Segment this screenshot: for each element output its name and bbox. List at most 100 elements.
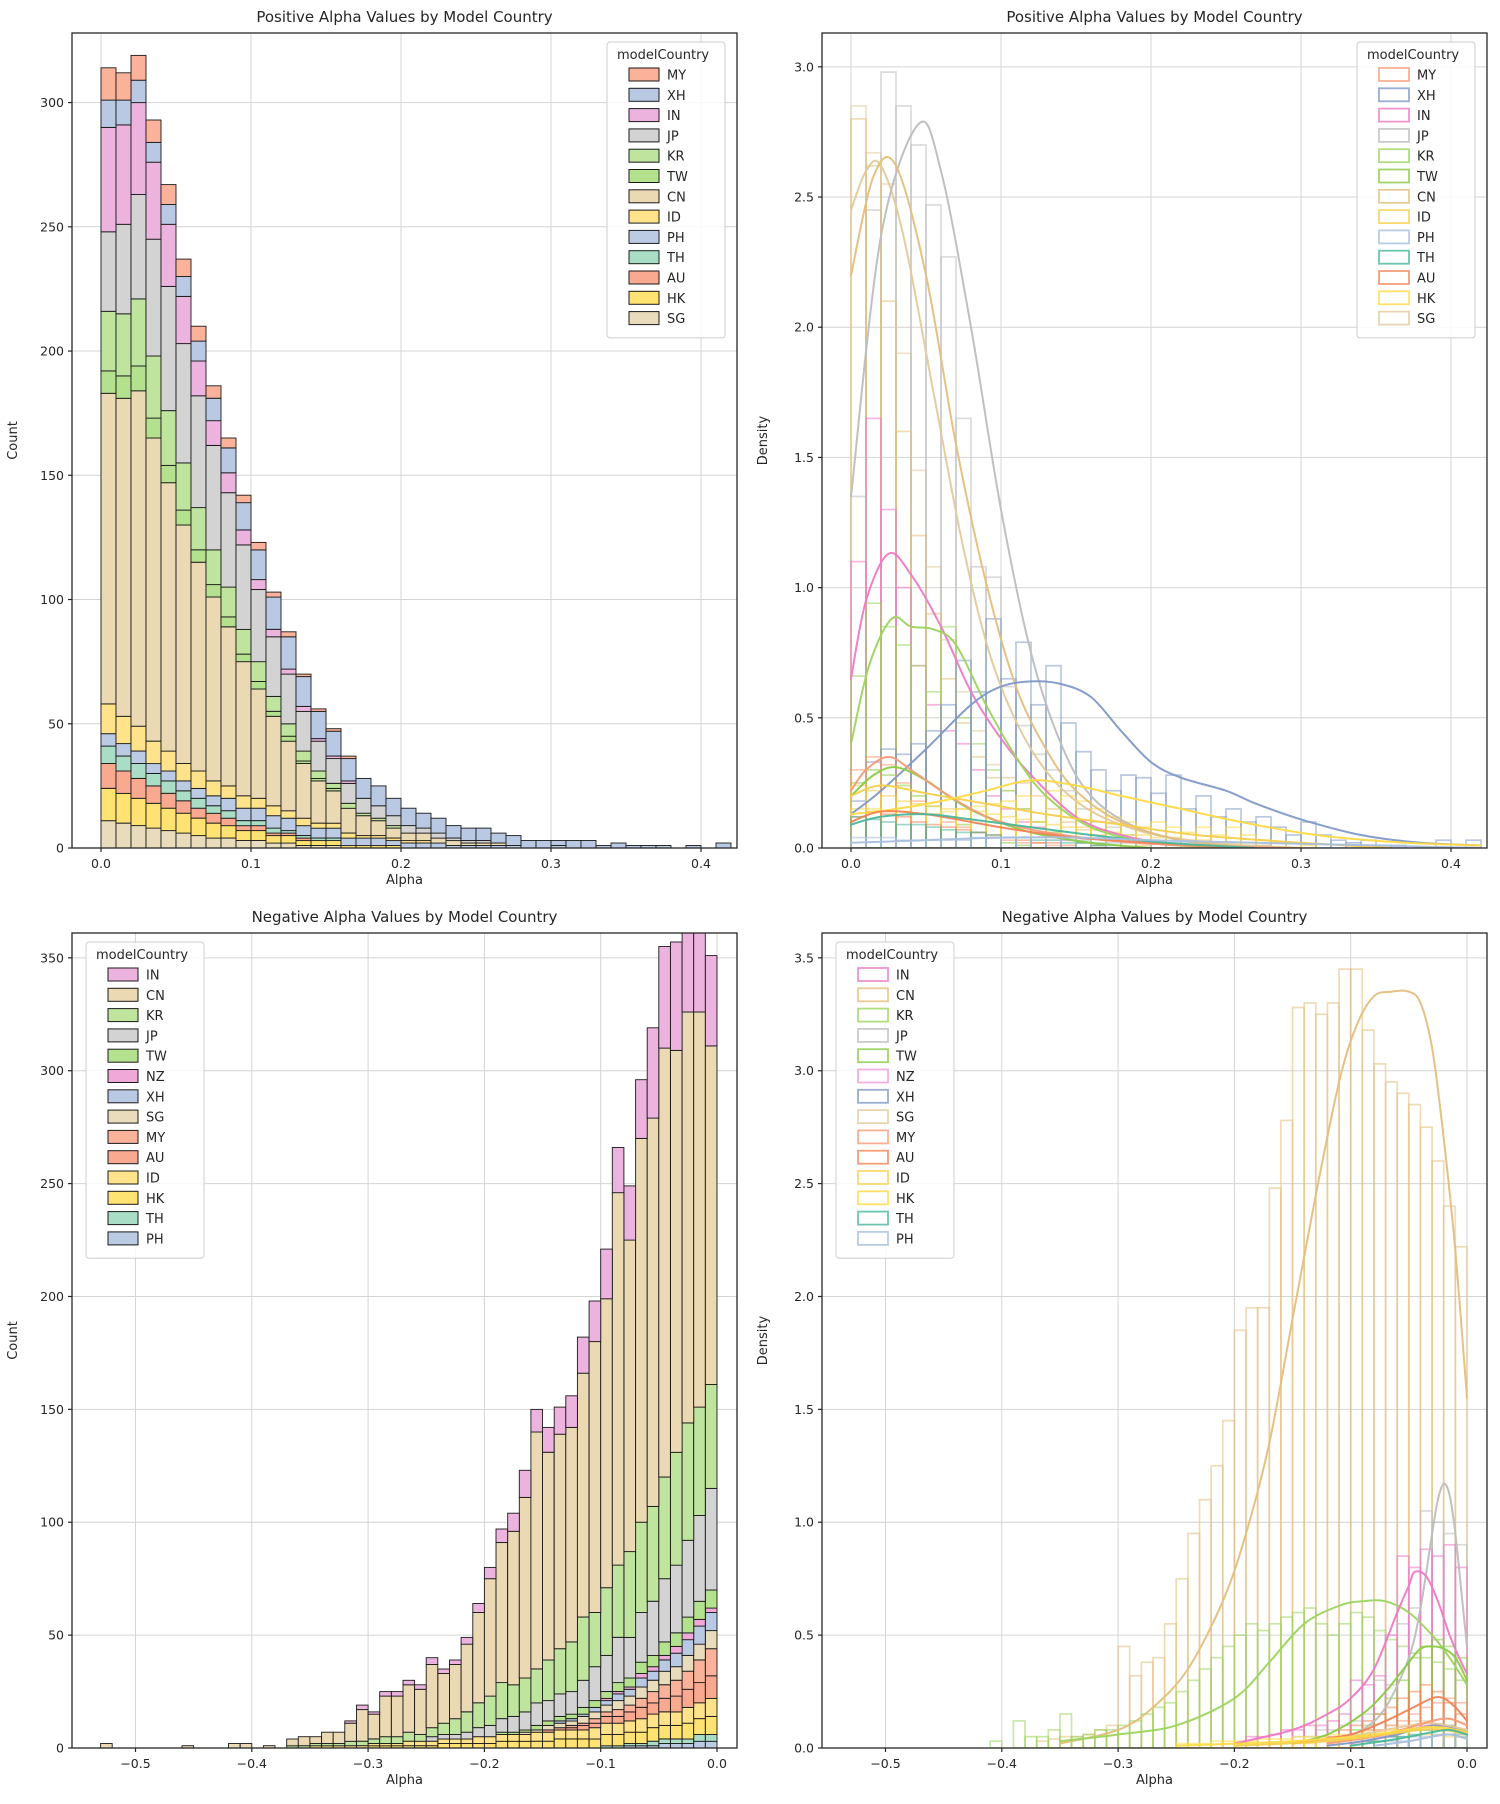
bar-segment [658, 1670, 671, 1686]
bar-segment [635, 1661, 648, 1674]
legend-swatch-PH [857, 1230, 889, 1246]
bar-segment [295, 825, 312, 836]
bar-segment [130, 54, 147, 81]
bar-segment [472, 1603, 485, 1613]
legend-item-IN: IN [857, 967, 910, 984]
bar-segment [437, 1743, 450, 1748]
bar-segment [145, 141, 162, 163]
bar-segment [325, 782, 342, 789]
series-MY-bars [565, 1648, 718, 1729]
bar-segment [390, 1691, 404, 1697]
axis-ticks: 0.0 0.1 0.2 0.3 0.4 0.0 0.5 1.0 1.5 2.0 2.5 3.0 [794, 59, 1461, 871]
chart-neg-count: −0.5 −0.4 −0.3 −0.2 −0.1 0.0 0 50 100 150 200 250 30… [0, 900, 750, 1800]
bar-segment [239, 1743, 253, 1748]
legend-title: modelCountry [617, 48, 709, 63]
bar-segment [145, 827, 162, 848]
bar-segment [325, 837, 342, 842]
bar-segment [235, 830, 252, 841]
bar-segment [280, 740, 297, 812]
y-tick-label: 2.0 [794, 1289, 814, 1304]
legend-swatch-NZ [107, 1069, 139, 1083]
bar-segment [310, 827, 327, 839]
series-TW-kde-curve [1291, 1645, 1468, 1745]
chart-pos-density: 0.0 0.1 0.2 0.3 0.4 0.0 0.5 1.0 1.5 2.0 2.5 3.0 Posi… [750, 0, 1500, 900]
bar-segment [145, 740, 162, 765]
x-tick-label: −0.4 [237, 1756, 267, 1771]
legend-item-IN: IN [1378, 107, 1431, 124]
bar-segment [310, 740, 327, 772]
bar-segment [611, 1693, 625, 1702]
bar-segment [704, 1715, 718, 1735]
bar-segment [400, 825, 417, 834]
bar-segment [295, 705, 312, 712]
bar-segment [565, 1691, 578, 1715]
legend-swatch-TW [1378, 168, 1410, 184]
bar-segment [325, 730, 342, 757]
legend-item-AU: AU [857, 1149, 914, 1166]
bar-segment [280, 735, 297, 742]
x-axis-label: Alpha [1136, 1773, 1173, 1788]
legend-label-JP: JP [666, 129, 679, 144]
bar-segment [310, 837, 327, 842]
bar-segment [580, 840, 597, 848]
bar-segment [250, 830, 267, 841]
bar-segment [250, 840, 267, 848]
subplot-positive-count: 0.0 0.1 0.2 0.3 0.4 0 50 100 150 200 250 300 Positiv… [0, 0, 750, 900]
legend-label-IN: IN [1417, 109, 1431, 124]
bar-segment [530, 1702, 543, 1726]
bar-segment [600, 1734, 613, 1747]
bar-segment [623, 1677, 637, 1688]
bar-segment [130, 797, 147, 827]
bar-segment [160, 285, 177, 412]
bar-segment [588, 1722, 602, 1729]
x-tick-label: 0.0 [91, 856, 111, 871]
legend-label-KR: KR [1417, 150, 1435, 165]
bar-segment [175, 295, 192, 345]
legend-label-CN: CN [146, 989, 165, 1004]
legend-label-XH: XH [896, 1090, 915, 1105]
bar-segment [475, 827, 492, 841]
legend-item-IN: IN [628, 108, 681, 124]
bar-segment [704, 1697, 718, 1717]
legend-swatch-AU [628, 270, 660, 285]
legend-swatch-HK [1378, 290, 1410, 306]
bar-segment [355, 777, 372, 799]
bar-segment [190, 340, 207, 362]
bar-segment [588, 1718, 602, 1724]
legend-item-PH: PH [107, 1231, 164, 1247]
legend-item-TH: TH [628, 250, 685, 266]
plot-border [821, 32, 1488, 849]
legend-item-XH: XH [857, 1088, 915, 1105]
legend-item-TW: TW [628, 169, 688, 185]
legend-modelCountry: modelCountry MY XH IN JP KR TW CN ID PH TH AU HK SG [606, 41, 726, 339]
bar-segment [235, 653, 252, 663]
subplot-positive-density: 0.0 0.1 0.2 0.3 0.4 0.0 0.5 1.0 1.5 2.0 2.5 3.0 Posi… [750, 0, 1500, 900]
bar-segment [280, 723, 297, 737]
legend-swatch-XH [107, 1089, 139, 1104]
bar-segment [250, 541, 267, 551]
bar-segment [518, 1469, 532, 1498]
bar-segment [385, 840, 402, 846]
bar-segment [130, 194, 147, 300]
bar-segment [495, 1542, 509, 1684]
bar-outline [1300, 844, 1317, 848]
bar-segment [495, 1740, 509, 1748]
bar-segment [160, 410, 177, 466]
bar-segment [600, 1715, 613, 1724]
bar-segment [130, 365, 147, 392]
bar-segment [325, 827, 342, 839]
legend-swatch-NZ [857, 1068, 889, 1084]
bar-segment [220, 492, 237, 588]
y-tick-label: 200 [40, 1289, 64, 1304]
bar-segment [693, 1600, 706, 1620]
legend-swatch-PH [1378, 229, 1410, 245]
legend-label-SG: SG [667, 312, 685, 327]
legend-label-JP: JP [145, 1029, 158, 1044]
legend-label-CN: CN [896, 989, 915, 1004]
bar-segment [670, 1743, 683, 1748]
bar-segment [340, 837, 357, 847]
bar-segment [205, 549, 222, 586]
bar-segment [460, 1743, 474, 1748]
bar-outline [989, 1740, 1003, 1748]
bar-segment [530, 1431, 543, 1670]
